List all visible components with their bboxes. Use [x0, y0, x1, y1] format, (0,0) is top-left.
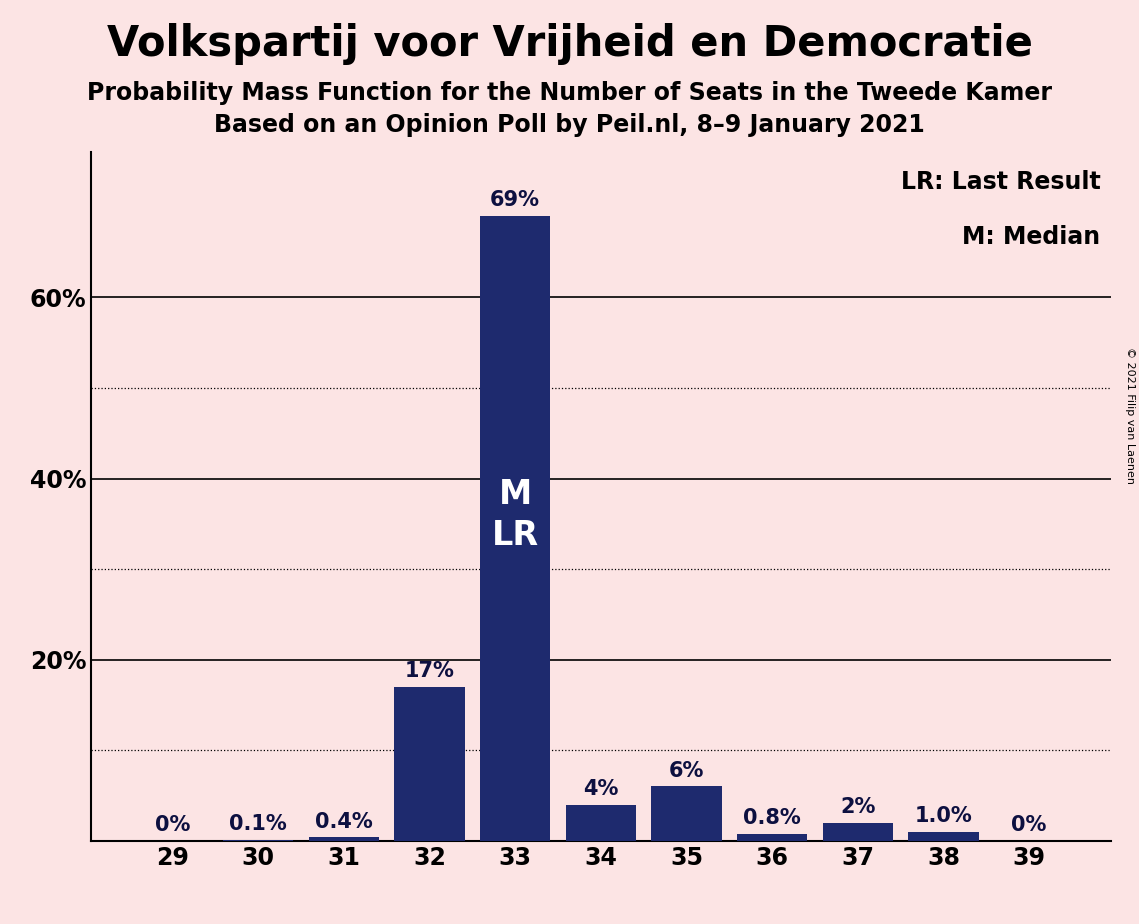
Bar — [652, 786, 722, 841]
Text: Probability Mass Function for the Number of Seats in the Tweede Kamer: Probability Mass Function for the Number… — [87, 81, 1052, 105]
Text: © 2021 Filip van Laenen: © 2021 Filip van Laenen — [1125, 347, 1134, 484]
Text: 4%: 4% — [583, 779, 618, 799]
Bar — [480, 216, 550, 841]
Bar — [908, 832, 978, 841]
Text: 0.1%: 0.1% — [229, 814, 287, 834]
Text: 2%: 2% — [841, 797, 876, 818]
Text: 69%: 69% — [490, 190, 540, 211]
Text: 17%: 17% — [404, 662, 454, 681]
Text: 0%: 0% — [155, 815, 190, 835]
Text: 1.0%: 1.0% — [915, 807, 973, 826]
Bar — [309, 837, 379, 841]
Text: Based on an Opinion Poll by Peil.nl, 8–9 January 2021: Based on an Opinion Poll by Peil.nl, 8–9… — [214, 113, 925, 137]
Text: M
LR: M LR — [492, 478, 539, 552]
Bar — [394, 687, 465, 841]
Text: Volkspartij voor Vrijheid en Democratie: Volkspartij voor Vrijheid en Democratie — [107, 23, 1032, 65]
Text: 0%: 0% — [1011, 815, 1047, 835]
Text: 0.8%: 0.8% — [744, 808, 801, 828]
Text: 6%: 6% — [669, 761, 704, 781]
Text: M: Median: M: Median — [962, 225, 1100, 249]
Bar — [737, 833, 808, 841]
Text: 0.4%: 0.4% — [316, 812, 372, 832]
Bar — [566, 805, 636, 841]
Bar — [822, 822, 893, 841]
Text: LR: Last Result: LR: Last Result — [901, 170, 1100, 194]
